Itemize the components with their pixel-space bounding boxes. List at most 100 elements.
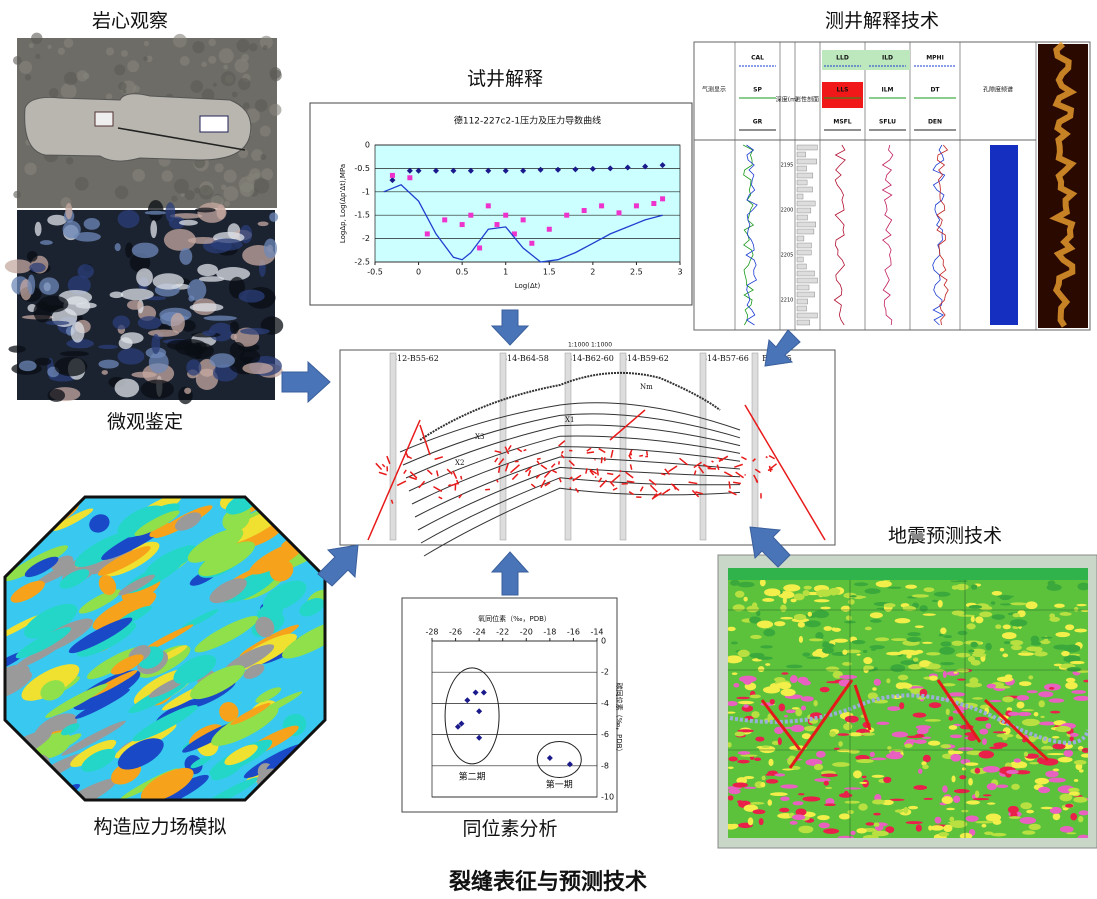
point: [476, 708, 483, 715]
seismic-blob: [912, 657, 919, 662]
point: [633, 203, 639, 209]
texture: [28, 42, 34, 49]
seismic-blob: [1026, 809, 1035, 814]
seismic-blob: [871, 774, 885, 778]
texture: [143, 40, 150, 47]
seismic-blob: [749, 616, 761, 624]
point: [624, 164, 631, 171]
seismic-blob: [1049, 710, 1061, 714]
seismic-blob: [899, 649, 917, 655]
stress-patch: [70, 739, 117, 768]
seismic-blob: [793, 593, 805, 601]
texture: [13, 190, 21, 199]
seismic-blob: [985, 642, 992, 651]
seismic-blob: [1068, 791, 1080, 796]
y-axis-label: LogΔp, Log(Δp'Δt),MPa: [339, 164, 347, 243]
point: [467, 167, 474, 174]
crystal: [65, 202, 73, 220]
seismic-blob: [946, 807, 955, 811]
y-tick-label: -4: [601, 699, 609, 708]
seismic-blob: [968, 605, 983, 609]
texture: [208, 55, 217, 64]
seismic-blob: [807, 611, 813, 617]
fracture: [558, 440, 566, 447]
stress-patch: [312, 789, 325, 800]
fracture: [530, 483, 536, 488]
x-axis-label: Log(Δt): [515, 282, 541, 290]
fracture: [494, 450, 502, 454]
curve-name: SP: [753, 87, 762, 94]
seismic-blob: [949, 816, 955, 822]
stress-patch: [5, 503, 28, 529]
well-name: B14-B64-58: [501, 354, 549, 363]
fracture: [599, 479, 608, 488]
texture: [220, 184, 227, 190]
crystal: [202, 330, 216, 337]
seismic-blob: [786, 664, 803, 669]
seismic-blob: [1054, 603, 1065, 608]
fracture: [558, 477, 562, 483]
seismic-blob: [1011, 783, 1020, 790]
crystal: [239, 349, 261, 365]
stress-patch: [174, 512, 202, 531]
seismic-blob: [856, 828, 867, 834]
seismic-blob: [761, 775, 766, 781]
seismic-blob: [991, 614, 1005, 620]
seismic-blob: [815, 631, 824, 640]
x-tick-label: -14: [590, 628, 603, 637]
texture: [261, 168, 274, 181]
fault: [936, 679, 982, 743]
crystal: [263, 238, 278, 259]
seismic-blob: [1017, 711, 1032, 717]
point: [459, 222, 465, 228]
horizon-line: [405, 424, 741, 479]
seismic-label: 地震预测技术: [888, 525, 1002, 547]
core-tag: [94, 111, 114, 127]
core-mark: [117, 127, 246, 151]
lith: [796, 186, 813, 193]
seismic-blob: [982, 738, 987, 746]
lith: [796, 256, 804, 263]
x-tick-label: 0: [416, 268, 421, 277]
lith: [796, 158, 817, 165]
seismic-blob: [970, 641, 978, 648]
texture: [19, 60, 33, 74]
seismic-blob: [981, 823, 987, 828]
fracture: [598, 477, 603, 483]
fracture: [536, 457, 541, 461]
stress-patch: [149, 522, 173, 538]
seismic-blob: [1024, 753, 1040, 759]
x-axis-label: 氧同位素（‰，PDB）: [478, 614, 551, 623]
seismic-blob: [1040, 758, 1059, 766]
seismic-blob: [850, 595, 857, 598]
seismic-blob: [887, 746, 892, 750]
seismic-blob: [762, 598, 775, 602]
seismic-blob: [803, 585, 812, 590]
seismic-blob: [951, 585, 959, 590]
seismic-blob: [837, 733, 850, 736]
point: [477, 245, 483, 251]
seismic-blob: [728, 626, 736, 632]
group-ellipse: [444, 667, 500, 765]
texture: [35, 53, 41, 59]
photos: [3, 32, 1097, 849]
seismic-blob: [951, 775, 956, 783]
seismic-blob: [902, 606, 917, 612]
texture: [12, 56, 22, 65]
crystal: [117, 348, 145, 365]
fracture: [498, 458, 505, 466]
horizon-line: [402, 413, 741, 466]
seismic-blob: [737, 729, 754, 733]
fault: [788, 679, 854, 769]
stress-patch: [190, 665, 246, 700]
seismic-blob: [793, 613, 807, 621]
stress-patch: [173, 654, 217, 685]
point: [503, 212, 509, 218]
stress-patch: [243, 664, 265, 679]
stress-patch: [282, 619, 325, 659]
seismic-blob: [933, 591, 951, 597]
figure-title: 裂缝表征与预测技术: [449, 869, 647, 895]
fracture: [527, 469, 532, 477]
stress-patch: [45, 683, 108, 718]
seismic-blob: [795, 808, 807, 816]
